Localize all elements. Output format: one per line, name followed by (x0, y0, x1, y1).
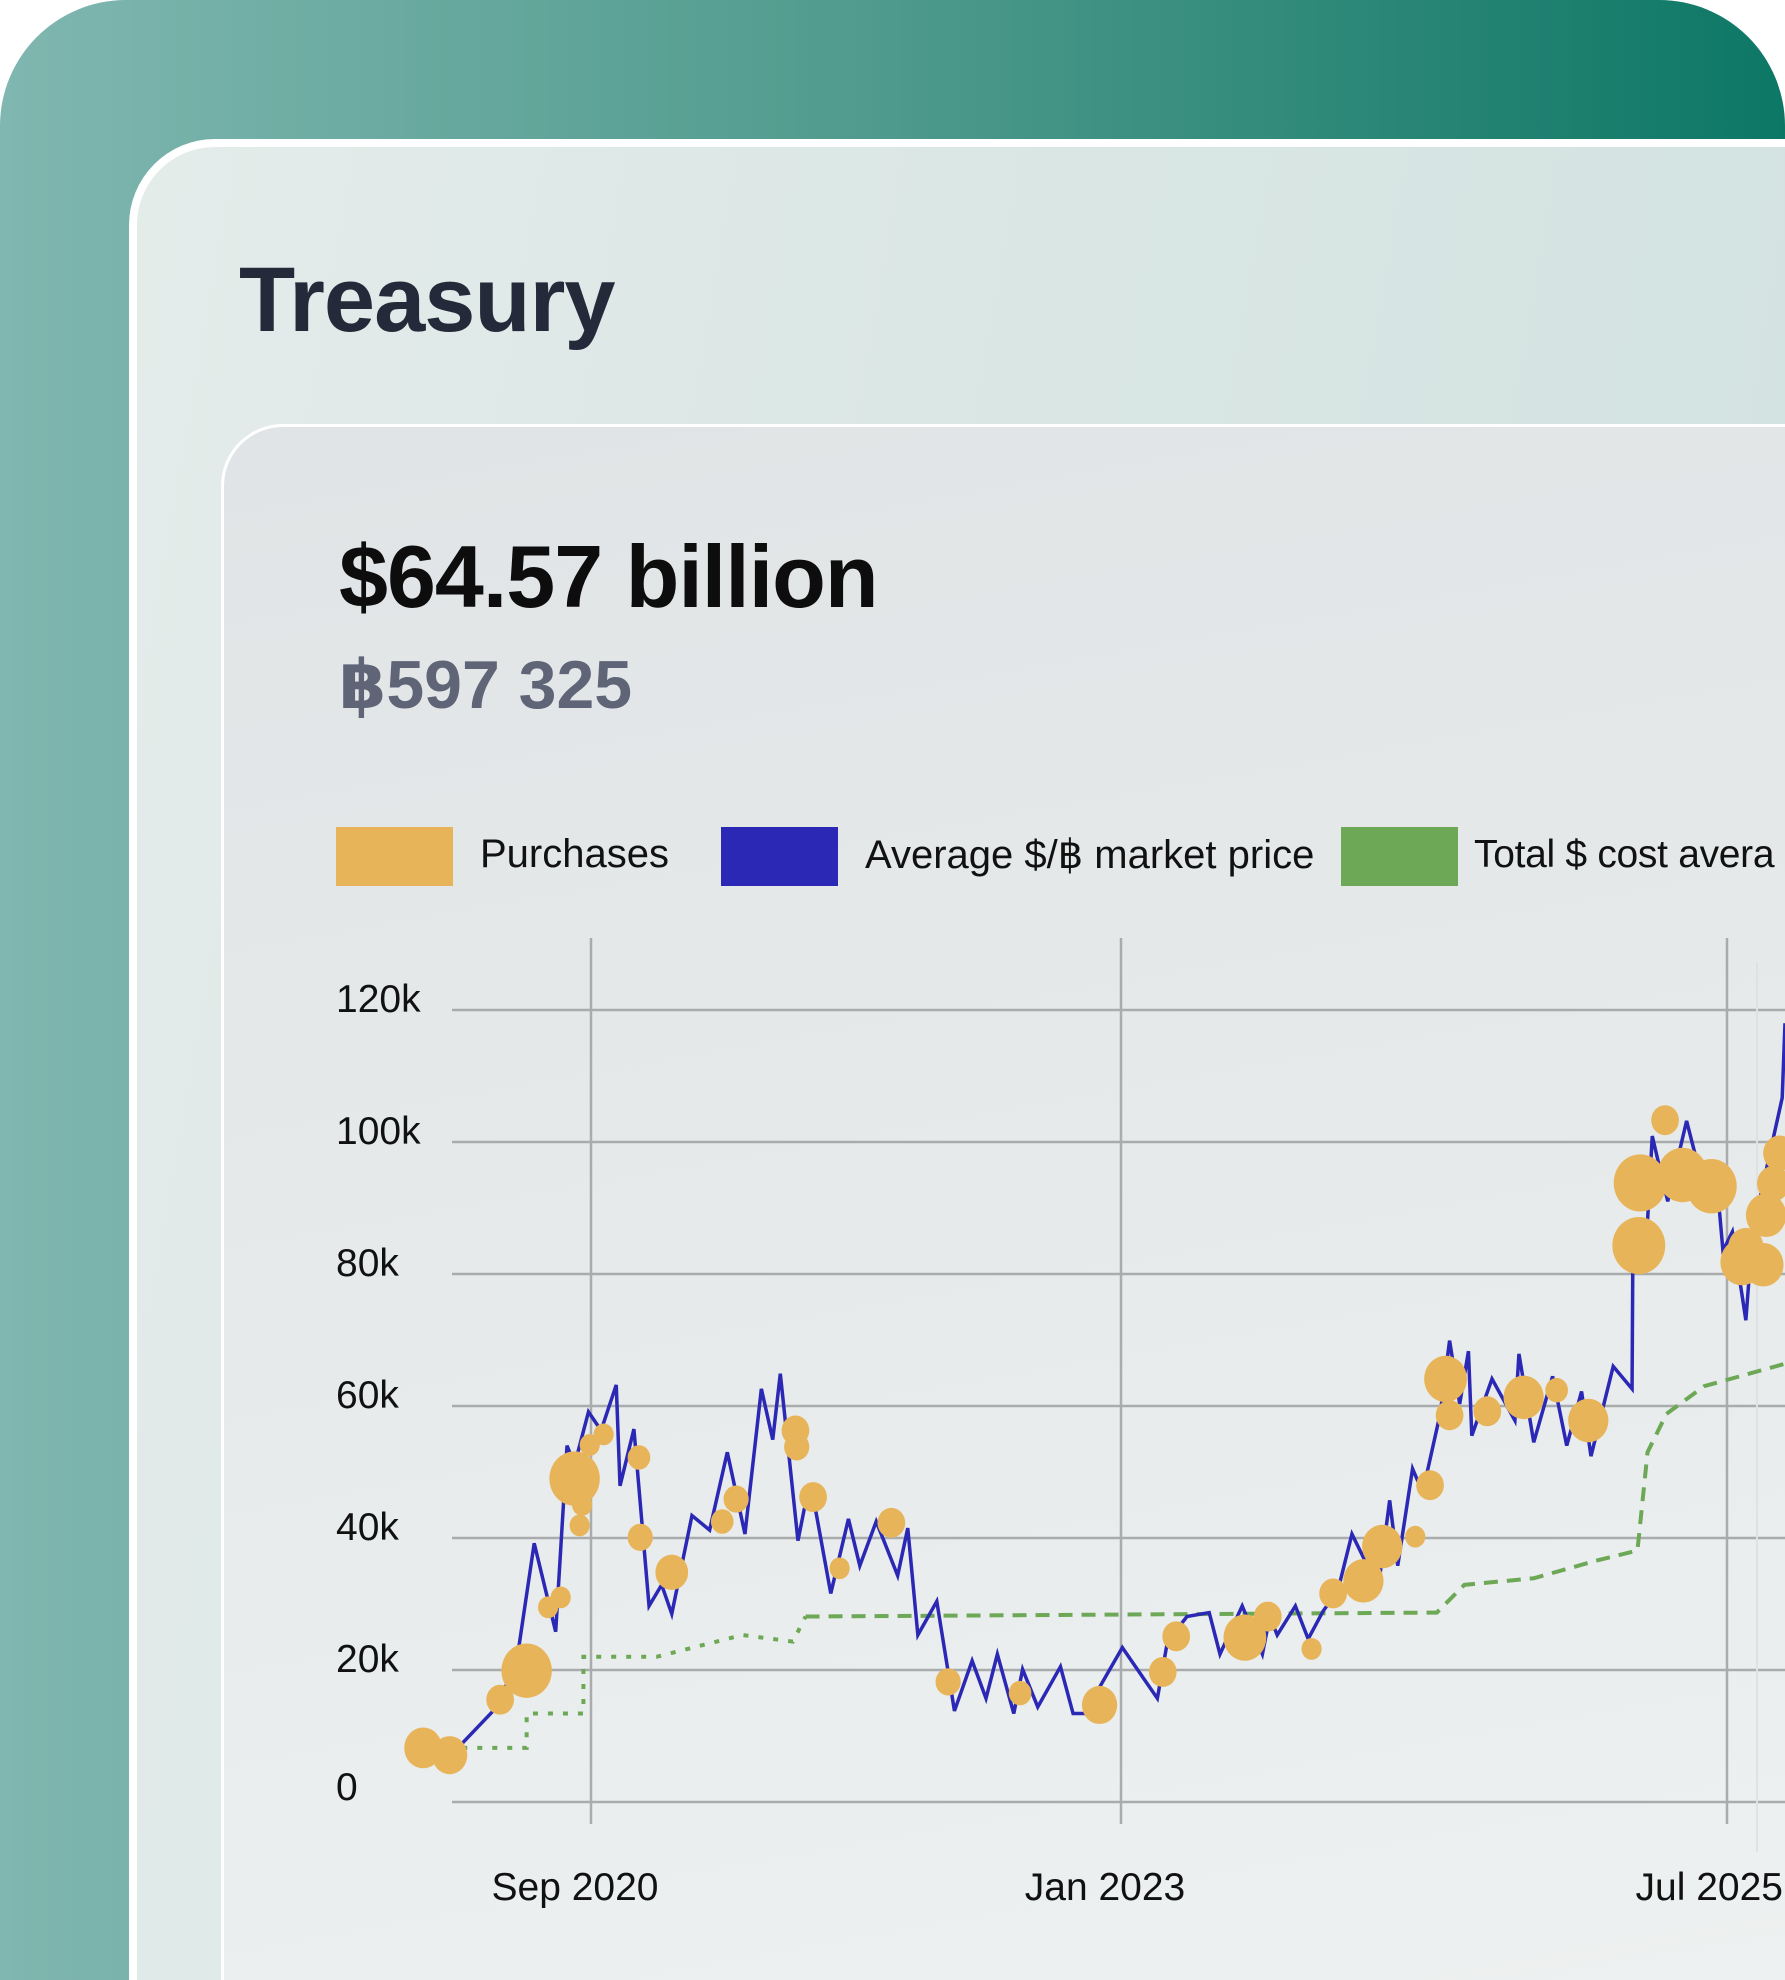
purchase-point (1651, 1105, 1679, 1136)
purchase-point (1008, 1680, 1032, 1706)
btc-holdings: ฿597 325 (339, 647, 633, 723)
purchase-point (486, 1684, 514, 1715)
purchase-point (877, 1507, 906, 1538)
purchase-point (1545, 1377, 1568, 1403)
y-tick-label: 60k (336, 1374, 399, 1417)
cost-average-line (805, 1361, 1785, 1619)
purchase-point (1148, 1657, 1177, 1687)
y-tick-label: 100k (336, 1110, 421, 1153)
purchase-point (829, 1557, 850, 1580)
purchase-point (799, 1482, 827, 1513)
usd-value: $64.57 billion (339, 527, 879, 626)
legend-label-market-price: Average $/฿ market price (865, 833, 1315, 877)
purchase-point (550, 1586, 571, 1609)
purchase-point (1253, 1601, 1282, 1632)
purchase-point (1301, 1637, 1322, 1660)
x-tick-label: Sep 2020 (492, 1866, 659, 1909)
purchase-point (723, 1485, 749, 1513)
purchase-point (655, 1554, 689, 1591)
purchase-point (593, 1423, 614, 1446)
purchase-point (572, 1494, 593, 1516)
purchase-point (1473, 1396, 1502, 1427)
purchase-point (1416, 1470, 1444, 1501)
purchase-point (1162, 1621, 1191, 1652)
y-tick-label: 20k (336, 1638, 399, 1681)
purchase-point (1568, 1398, 1609, 1443)
purchase-point (1435, 1400, 1464, 1431)
purchase-point (501, 1643, 552, 1698)
purchase-point (710, 1509, 734, 1534)
x-tick-label: Jan 2023 (1025, 1866, 1185, 1909)
purchase-point (784, 1433, 810, 1461)
legend-label-cost-average: Total $ cost avera (1474, 833, 1775, 876)
purchase-point (1612, 1217, 1666, 1275)
purchase-point (1613, 1154, 1667, 1212)
page-title: Treasury (239, 249, 616, 351)
purchase-point (1081, 1685, 1118, 1725)
purchase-point (1763, 1135, 1785, 1171)
purchase-point (1745, 1193, 1785, 1238)
purchase-point (1743, 1242, 1784, 1287)
market-price-line (447, 1023, 1785, 1759)
purchase-point (549, 1451, 600, 1506)
purchase-point (627, 1445, 651, 1470)
y-tick-label: 0 (336, 1766, 358, 1809)
legend-label-purchases: Purchases (480, 832, 669, 876)
purchase-point (627, 1523, 653, 1551)
y-tick-label: 40k (336, 1506, 399, 1549)
purchase-point (1686, 1159, 1737, 1214)
legend-swatch-cost-average (1341, 827, 1458, 886)
x-tick-label: Jul 2025 (1636, 1866, 1783, 1909)
purchase-point (1424, 1355, 1467, 1403)
purchase-point (1362, 1524, 1403, 1569)
purchase-point (1503, 1375, 1544, 1420)
purchase-point (1343, 1559, 1384, 1603)
legend-swatch-purchases (336, 827, 453, 886)
purchase-point (935, 1668, 961, 1696)
purchase-point (1405, 1525, 1426, 1548)
purchase-point (569, 1514, 590, 1537)
cost-average-line-early (462, 1615, 808, 1750)
purchase-point (1319, 1578, 1347, 1609)
y-tick-label: 80k (336, 1242, 399, 1285)
purchase-point (432, 1736, 468, 1775)
purchase-point (1223, 1614, 1267, 1661)
purchase-point (1757, 1165, 1785, 1202)
y-tick-label: 120k (336, 978, 421, 1021)
legend-swatch-market-price (721, 827, 838, 886)
